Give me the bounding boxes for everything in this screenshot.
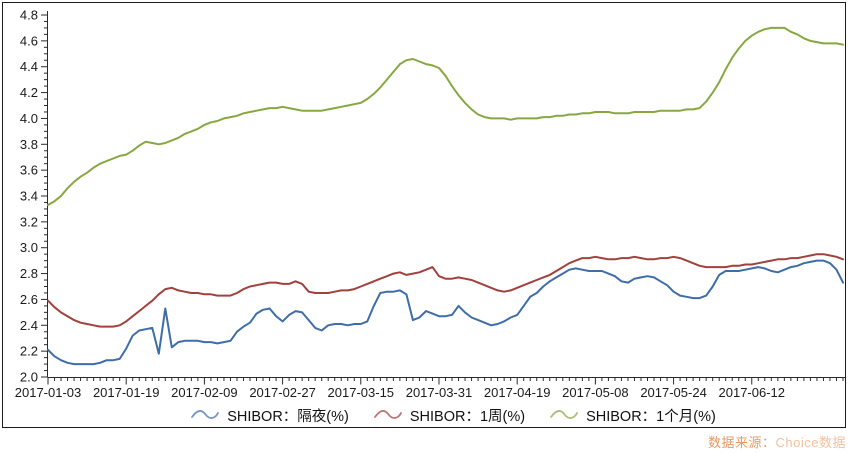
data-source-note: 数据来源：Choice数据 [708,432,846,451]
chart-frame [2,2,846,428]
y-tick-label: 3.2 [20,214,38,229]
legend-item-label: SHIBOR：隔夜(%) [227,408,349,425]
y-tick-label: 3.6 [20,163,38,178]
x-tick-label: 2017-05-24 [640,385,707,400]
x-axis: 2017-01-03 2017-01-19 2017-02-09 2017-02-27… [15,377,845,400]
x-tick-label: 2017-04-19 [484,385,551,400]
y-tick-label: 2.8 [20,266,38,281]
y-tick-label: 2.0 [20,370,38,385]
x-tick-label: 2017-03-15 [328,385,395,400]
data-source-prefix: 数据来源： [708,435,776,450]
y-tick-label: 4.0 [20,111,38,126]
y-tick-label: 4.4 [20,59,38,74]
legend-item-shibor-1m[interactable]: SHIBOR：1个月(%) [549,405,716,426]
x-tick-label: 2017-01-03 [15,385,82,400]
series-line-shibor-1m [47,26,844,206]
x-tick-label: 2017-01-19 [93,385,160,400]
y-tick-label: 4.6 [20,33,38,48]
y-tick-label: 3.4 [20,189,38,204]
y-tick-label: 3.0 [20,240,38,255]
y-tick-label: 4.8 [20,8,38,23]
series-line-shibor-1w [47,253,844,328]
legend-item-shibor-overnight[interactable]: SHIBOR：隔夜(%) [190,405,349,426]
y-tick-label: 4.2 [20,85,38,100]
chart-legend: SHIBOR：隔夜(%) SHIBOR：1周(%) SHIBOR：1个月(%) [48,403,858,427]
x-tick-label: 2017-03-31 [406,385,473,400]
x-tick-label: 2017-06-12 [719,385,786,400]
y-tick-label: 2.2 [20,344,38,359]
y-tick-label: 2.4 [20,318,38,333]
legend-line-icon [191,410,220,419]
legend-item-label: SHIBOR：1个月(%) [586,408,716,425]
series-line-shibor-overnight [47,259,844,366]
y-tick-label: 2.6 [20,292,38,307]
x-tick-label: 2017-05-08 [562,385,629,400]
legend-line-icon [550,410,578,419]
legend-line-icon [373,410,402,419]
x-tick-label: 2017-02-09 [171,385,238,400]
y-axis: 2.0 2.2 2.4 2.6 2.8 3.0 3.2 3.4 3.6 3.8 4.0 4.2 4.4 4… [20,8,48,385]
legend-item-shibor-1w[interactable]: SHIBOR：1周(%) [373,405,525,426]
x-tick-label: 2017-02-27 [249,385,316,400]
legend-item-label: SHIBOR：1周(%) [409,408,526,425]
data-source-brand: Choice数据 [775,435,846,450]
y-tick-label: 3.8 [20,137,38,152]
